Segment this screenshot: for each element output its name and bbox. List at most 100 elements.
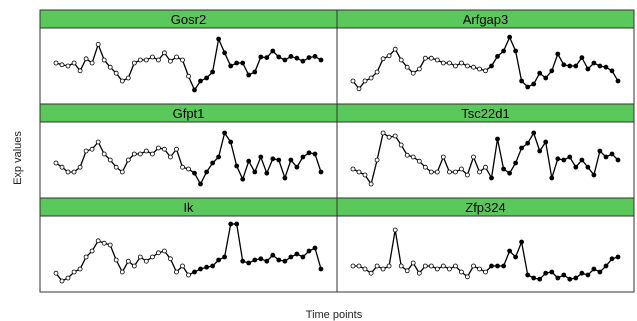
data-point-gfpt1-23 — [186, 166, 191, 172]
data-point-ik-13 — [125, 258, 131, 264]
data-point-gosr2-28 — [216, 36, 222, 42]
data-point-zfp324-38 — [573, 275, 579, 281]
data-point-gfpt1-27 — [210, 160, 216, 166]
data-point-zfp324-36 — [561, 272, 567, 278]
data-point-gfpt1-24 — [192, 170, 197, 176]
data-point-tsc22d1-22 — [477, 169, 482, 175]
data-point-gosr2-4 — [71, 60, 77, 66]
data-point-arfgap3-12 — [416, 66, 422, 72]
data-point-ik-5 — [77, 266, 83, 272]
data-point-tsc22d1-21 — [471, 154, 476, 160]
data-point-arfgap3-45 — [615, 78, 621, 84]
data-point-ik-14 — [131, 263, 137, 269]
data-point-gfpt1-30 — [228, 139, 234, 145]
data-point-ik-21 — [174, 269, 179, 275]
data-point-tsc22d1-44 — [609, 151, 615, 157]
data-point-gfpt1-29 — [222, 130, 228, 136]
data-point-gosr2-44 — [312, 54, 318, 59]
data-point-arfgap3-19 — [458, 60, 464, 66]
data-point-ik-40 — [288, 254, 294, 260]
data-point-tsc22d1-4 — [368, 181, 374, 187]
data-point-gosr2-21 — [174, 54, 179, 60]
data-point-arfgap3-16 — [440, 60, 446, 66]
data-point-gosr2-34 — [252, 69, 258, 75]
data-point-zfp324-31 — [531, 275, 537, 281]
data-point-zfp324-40 — [585, 272, 591, 278]
data-point-gosr2-5 — [77, 68, 83, 74]
strip-label-zfp324: Zfp324 — [465, 200, 505, 215]
data-point-tsc22d1-7 — [386, 134, 392, 140]
panel-gfpt1 — [39, 121, 338, 199]
data-point-zfp324-2 — [356, 263, 362, 269]
data-point-tsc22d1-45 — [615, 157, 621, 163]
data-point-ik-18 — [155, 250, 161, 256]
panel-gosr2 — [39, 27, 338, 105]
data-point-tsc22d1-38 — [573, 164, 579, 170]
data-point-arfgap3-32 — [537, 70, 543, 76]
data-point-ik-10 — [107, 242, 113, 248]
data-point-gosr2-33 — [246, 72, 252, 78]
data-point-gfpt1-17 — [149, 151, 155, 157]
data-point-arfgap3-5 — [374, 69, 380, 75]
data-point-tsc22d1-9 — [398, 142, 404, 148]
data-point-tsc22d1-19 — [458, 166, 464, 172]
data-point-gosr2-3 — [65, 63, 71, 69]
data-point-gosr2-43 — [306, 55, 312, 60]
data-point-gfpt1-25 — [198, 181, 203, 187]
data-point-gfpt1-7 — [89, 146, 95, 152]
data-point-gosr2-18 — [155, 57, 161, 63]
data-point-gosr2-11 — [113, 70, 119, 76]
data-point-tsc22d1-29 — [519, 145, 524, 151]
data-point-zfp324-6 — [380, 266, 386, 272]
data-point-tsc22d1-16 — [440, 154, 446, 160]
data-point-ik-44 — [312, 245, 318, 251]
data-point-ik-26 — [204, 264, 210, 270]
y-axis-label: Exp values — [12, 131, 24, 185]
data-point-arfgap3-7 — [386, 53, 392, 59]
data-point-zfp324-32 — [537, 276, 543, 282]
data-point-arfgap3-37 — [567, 63, 573, 69]
data-point-tsc22d1-23 — [483, 164, 488, 170]
data-point-gosr2-16 — [143, 57, 149, 63]
data-point-arfgap3-20 — [464, 63, 470, 69]
data-point-zfp324-19 — [458, 269, 464, 275]
data-point-arfgap3-15 — [434, 57, 440, 63]
data-point-gfpt1-22 — [180, 164, 185, 170]
data-point-ik-42 — [300, 254, 306, 260]
data-point-arfgap3-35 — [555, 51, 561, 57]
data-point-gfpt1-3 — [65, 169, 71, 175]
data-point-tsc22d1-32 — [537, 148, 543, 154]
data-point-zfp324-43 — [603, 263, 609, 269]
data-point-zfp324-26 — [501, 263, 507, 269]
data-point-arfgap3-36 — [561, 62, 567, 68]
data-point-tsc22d1-34 — [549, 175, 555, 181]
data-point-arfgap3-28 — [513, 48, 518, 54]
data-point-ik-32 — [240, 258, 246, 264]
data-point-ik-15 — [137, 254, 143, 260]
data-point-gfpt1-37 — [270, 156, 276, 162]
data-point-gosr2-37 — [270, 48, 276, 54]
data-point-gfpt1-14 — [131, 151, 137, 157]
data-point-tsc22d1-18 — [452, 169, 458, 175]
data-point-tsc22d1-33 — [543, 139, 549, 145]
data-point-tsc22d1-8 — [392, 133, 398, 139]
data-point-gfpt1-10 — [107, 157, 113, 163]
data-point-ik-8 — [95, 238, 101, 244]
data-point-zfp324-30 — [525, 272, 531, 278]
data-point-ik-9 — [101, 240, 107, 246]
data-point-zfp324-39 — [579, 270, 585, 276]
data-point-gfpt1-1 — [53, 160, 59, 166]
data-point-zfp324-12 — [416, 270, 422, 276]
data-point-gosr2-7 — [89, 60, 95, 66]
data-point-arfgap3-2 — [356, 86, 362, 92]
data-point-tsc22d1-1 — [350, 166, 356, 172]
data-point-ik-11 — [113, 257, 119, 263]
x-axis-label: Time points — [306, 309, 363, 321]
data-point-tsc22d1-14 — [428, 169, 434, 175]
data-point-gfpt1-36 — [264, 170, 270, 176]
data-point-zfp324-3 — [362, 266, 368, 272]
data-point-gfpt1-12 — [119, 169, 125, 175]
data-point-gosr2-32 — [240, 60, 246, 66]
data-point-tsc22d1-3 — [362, 172, 368, 178]
data-point-zfp324-5 — [374, 263, 380, 269]
